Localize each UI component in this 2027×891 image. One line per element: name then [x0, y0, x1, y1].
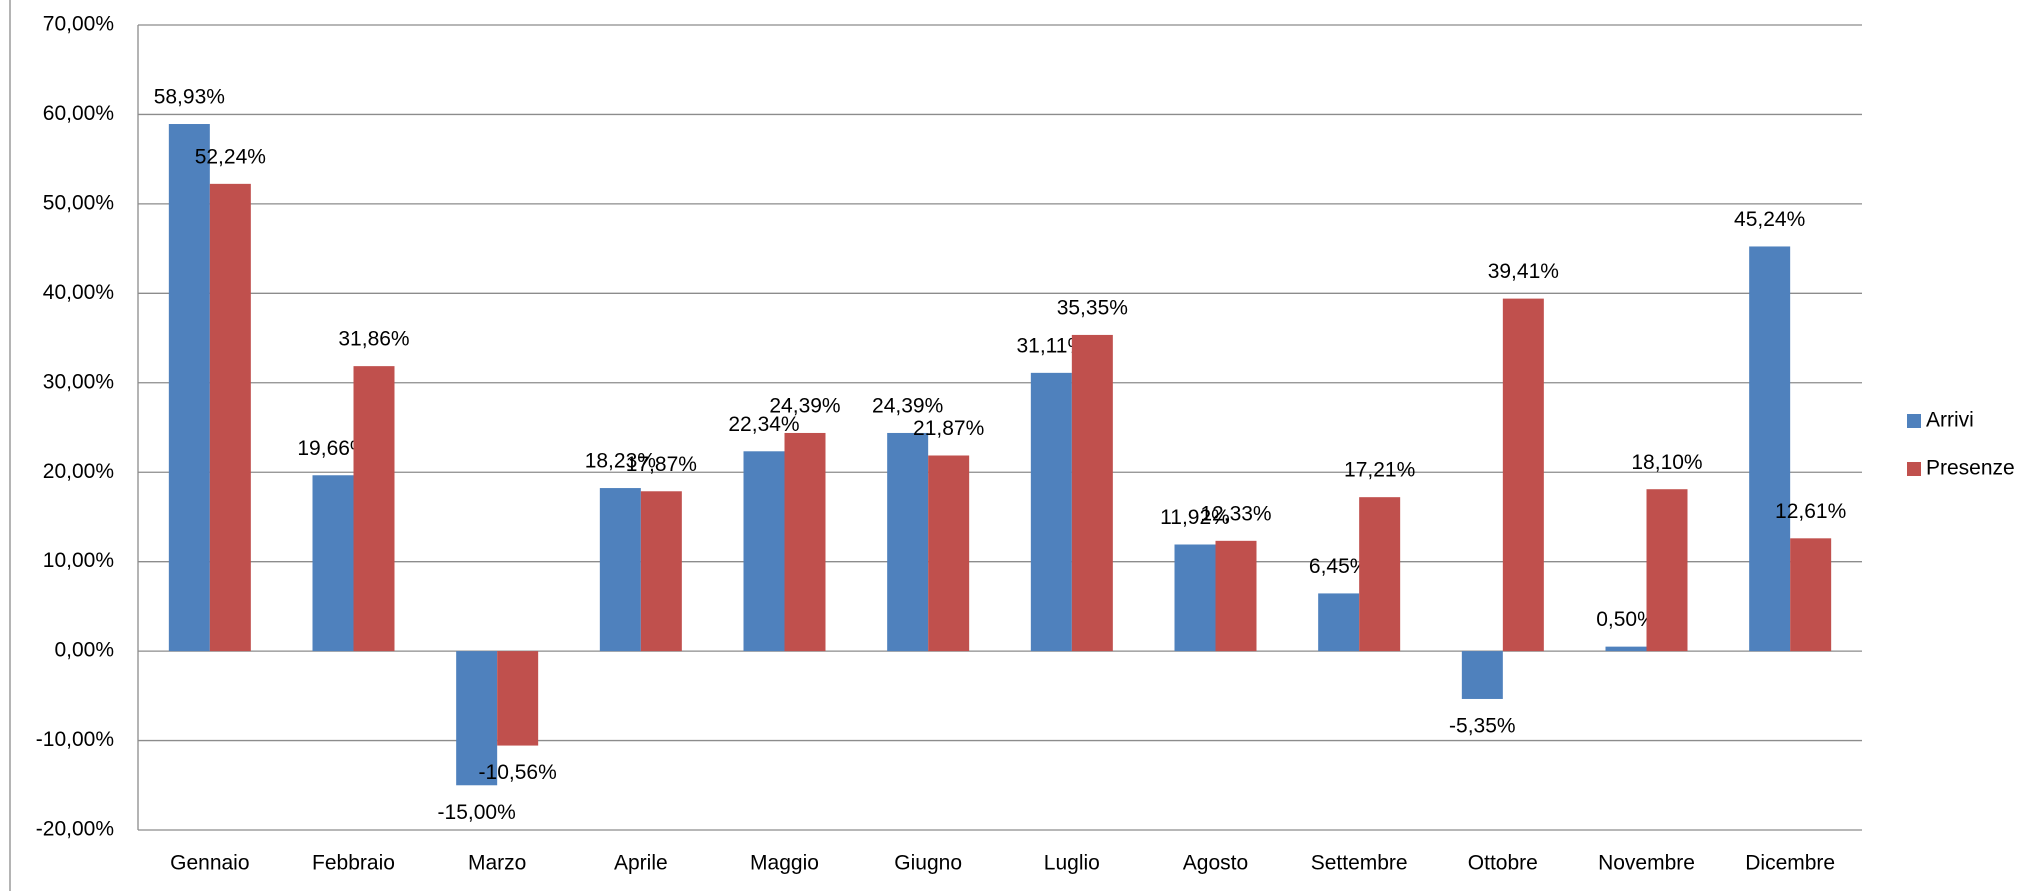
bar — [1030, 372, 1072, 652]
y-tick-label: 60,00% — [43, 102, 114, 125]
data-label: 24,39% — [769, 395, 840, 418]
bar — [784, 432, 826, 652]
data-label: 24,39% — [872, 395, 943, 418]
data-label: 0,50% — [1596, 608, 1656, 631]
bar — [497, 651, 539, 746]
bar — [1749, 246, 1791, 652]
bar — [1359, 497, 1401, 652]
y-tick-label: 20,00% — [43, 460, 114, 483]
x-tick-label: Luglio — [1044, 852, 1100, 875]
y-tick-label: -10,00% — [36, 728, 114, 751]
data-label: 18,23% — [585, 450, 656, 473]
legend-swatch — [1907, 462, 1921, 476]
x-tick-label: Dicembre — [1745, 852, 1835, 875]
data-label: 58,93% — [154, 86, 225, 109]
legend-label: Presenze — [1926, 457, 2015, 480]
x-tick-label: Ottobre — [1468, 852, 1538, 875]
x-tick-label: Febbraio — [312, 852, 395, 875]
data-label: 18,10% — [1631, 451, 1702, 474]
x-tick-label: Settembre — [1311, 852, 1408, 875]
x-tick-label: Gennaio — [170, 852, 249, 875]
bar — [1071, 334, 1113, 652]
y-tick-label: 30,00% — [43, 370, 114, 393]
bar — [353, 366, 395, 652]
data-label: 31,86% — [338, 328, 409, 351]
y-tick-label: -20,00% — [36, 818, 114, 841]
bar — [887, 432, 929, 652]
x-tick-label: Marzo — [468, 852, 526, 875]
data-label: 39,41% — [1488, 260, 1559, 283]
bar — [1461, 651, 1503, 699]
data-label: 17,21% — [1344, 459, 1415, 482]
data-label: 11,92% — [1160, 506, 1230, 529]
data-label: 12,33% — [1200, 502, 1271, 525]
bar — [1605, 646, 1647, 652]
data-label: 17,87% — [626, 453, 697, 476]
bar — [168, 124, 210, 652]
data-label: 21,87% — [913, 417, 984, 440]
bar — [928, 455, 970, 652]
bar — [1215, 540, 1257, 652]
legend-label: Arrivi — [1926, 409, 1974, 432]
bar — [1318, 593, 1360, 652]
data-label: 12,61% — [1775, 500, 1846, 523]
bar — [1790, 538, 1832, 652]
bar — [209, 183, 251, 652]
data-label: 6,45% — [1309, 555, 1369, 578]
data-label: 35,35% — [1057, 296, 1128, 319]
bar — [1174, 544, 1216, 652]
y-tick-label: 50,00% — [43, 191, 114, 214]
bar — [312, 475, 354, 652]
y-tick-label: 70,00% — [43, 13, 114, 36]
y-tick-label: 40,00% — [43, 281, 114, 304]
data-label: -10,56% — [479, 761, 557, 784]
data-label: -5,35% — [1449, 715, 1516, 738]
data-label: 19,66% — [297, 437, 368, 460]
x-tick-label: Maggio — [750, 852, 819, 875]
bar — [640, 491, 682, 652]
x-tick-label: Giugno — [894, 852, 962, 875]
bar — [456, 651, 498, 786]
data-label: -15,00% — [438, 801, 516, 824]
bar — [743, 451, 785, 652]
bar — [1502, 298, 1544, 652]
x-tick-label: Agosto — [1183, 852, 1248, 875]
x-tick-label: Aprile — [614, 852, 668, 875]
data-label: 31,11% — [1016, 334, 1086, 357]
data-label: 22,34% — [728, 413, 799, 436]
y-tick-label: 0,00% — [54, 639, 114, 662]
bar — [1646, 489, 1688, 652]
y-tick-label: 10,00% — [43, 549, 114, 572]
data-label: 52,24% — [195, 145, 266, 168]
data-label: 45,24% — [1734, 208, 1805, 231]
x-tick-label: Novembre — [1598, 852, 1695, 875]
legend-swatch — [1907, 414, 1921, 428]
bar — [599, 488, 641, 652]
